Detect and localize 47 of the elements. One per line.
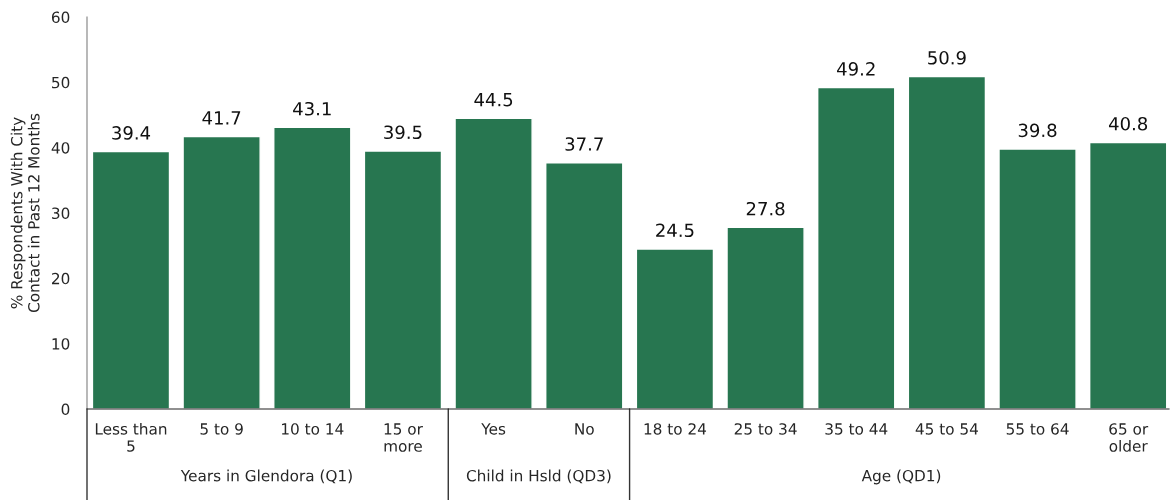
- y-tick-label: 40: [51, 142, 70, 154]
- text: Child in Hsld (QD3): [466, 469, 611, 484]
- x-tick-label: 65 or older: [1109, 423, 1149, 452]
- x-tick-label: Yes: [481, 423, 506, 435]
- data-label: 39.5: [384, 125, 422, 140]
- data-label: 49.2: [837, 62, 875, 76]
- data-label: 37.7: [565, 137, 603, 151]
- bar: [454, 117, 533, 409]
- x-tick-label: 10 to 14: [282, 423, 344, 435]
- bar: [726, 226, 805, 409]
- data-label: 44.5: [474, 93, 513, 107]
- text: Age (QD1): [861, 469, 941, 485]
- bar: [182, 135, 261, 409]
- data-label: 40.8: [1108, 116, 1148, 131]
- y-tick-label: 10: [52, 338, 70, 350]
- y-tick-label: 50: [52, 76, 70, 89]
- bar: [363, 150, 443, 409]
- y-tick-label: 30: [52, 207, 70, 220]
- bar: [998, 148, 1077, 409]
- x-tick-label: 15 or more: [384, 423, 423, 452]
- y-tick-label: 60: [51, 11, 70, 24]
- x-tick-label: 25 to 34: [734, 423, 797, 435]
- data-label: 41.7: [202, 111, 241, 125]
- x-tick-label: 5 to 9: [200, 423, 243, 435]
- y-axis-title: % Respondents With City Contact in Past 12 Months: [10, 113, 40, 313]
- data-label: 50.9: [928, 50, 966, 65]
- x-tick-label: Less than 5: [95, 422, 167, 452]
- bar: [907, 75, 987, 409]
- data-label: 24.5: [656, 223, 694, 238]
- bar: [635, 248, 715, 409]
- x-tick-label: 45 to 54: [915, 423, 978, 435]
- bar: [1088, 141, 1168, 409]
- x-tick-label: No: [575, 423, 594, 435]
- bar: [545, 161, 624, 409]
- y-tick-label: 20: [52, 272, 70, 285]
- data-label: 39.8: [1018, 123, 1057, 138]
- x-tick-label: 35 to 44: [825, 423, 888, 435]
- data-label: 27.8: [746, 201, 785, 216]
- data-label: 43.1: [293, 101, 331, 116]
- bar: [817, 86, 896, 409]
- bar: [273, 126, 352, 409]
- y-tick-label: 0: [61, 403, 70, 416]
- x-tick-label: 18 to 24: [644, 423, 707, 435]
- bar: [91, 150, 171, 409]
- text: Years in Glendora (Q1): [180, 469, 352, 484]
- x-tick-label: 55 to 64: [1006, 423, 1069, 435]
- data-label: 39.4: [112, 126, 151, 140]
